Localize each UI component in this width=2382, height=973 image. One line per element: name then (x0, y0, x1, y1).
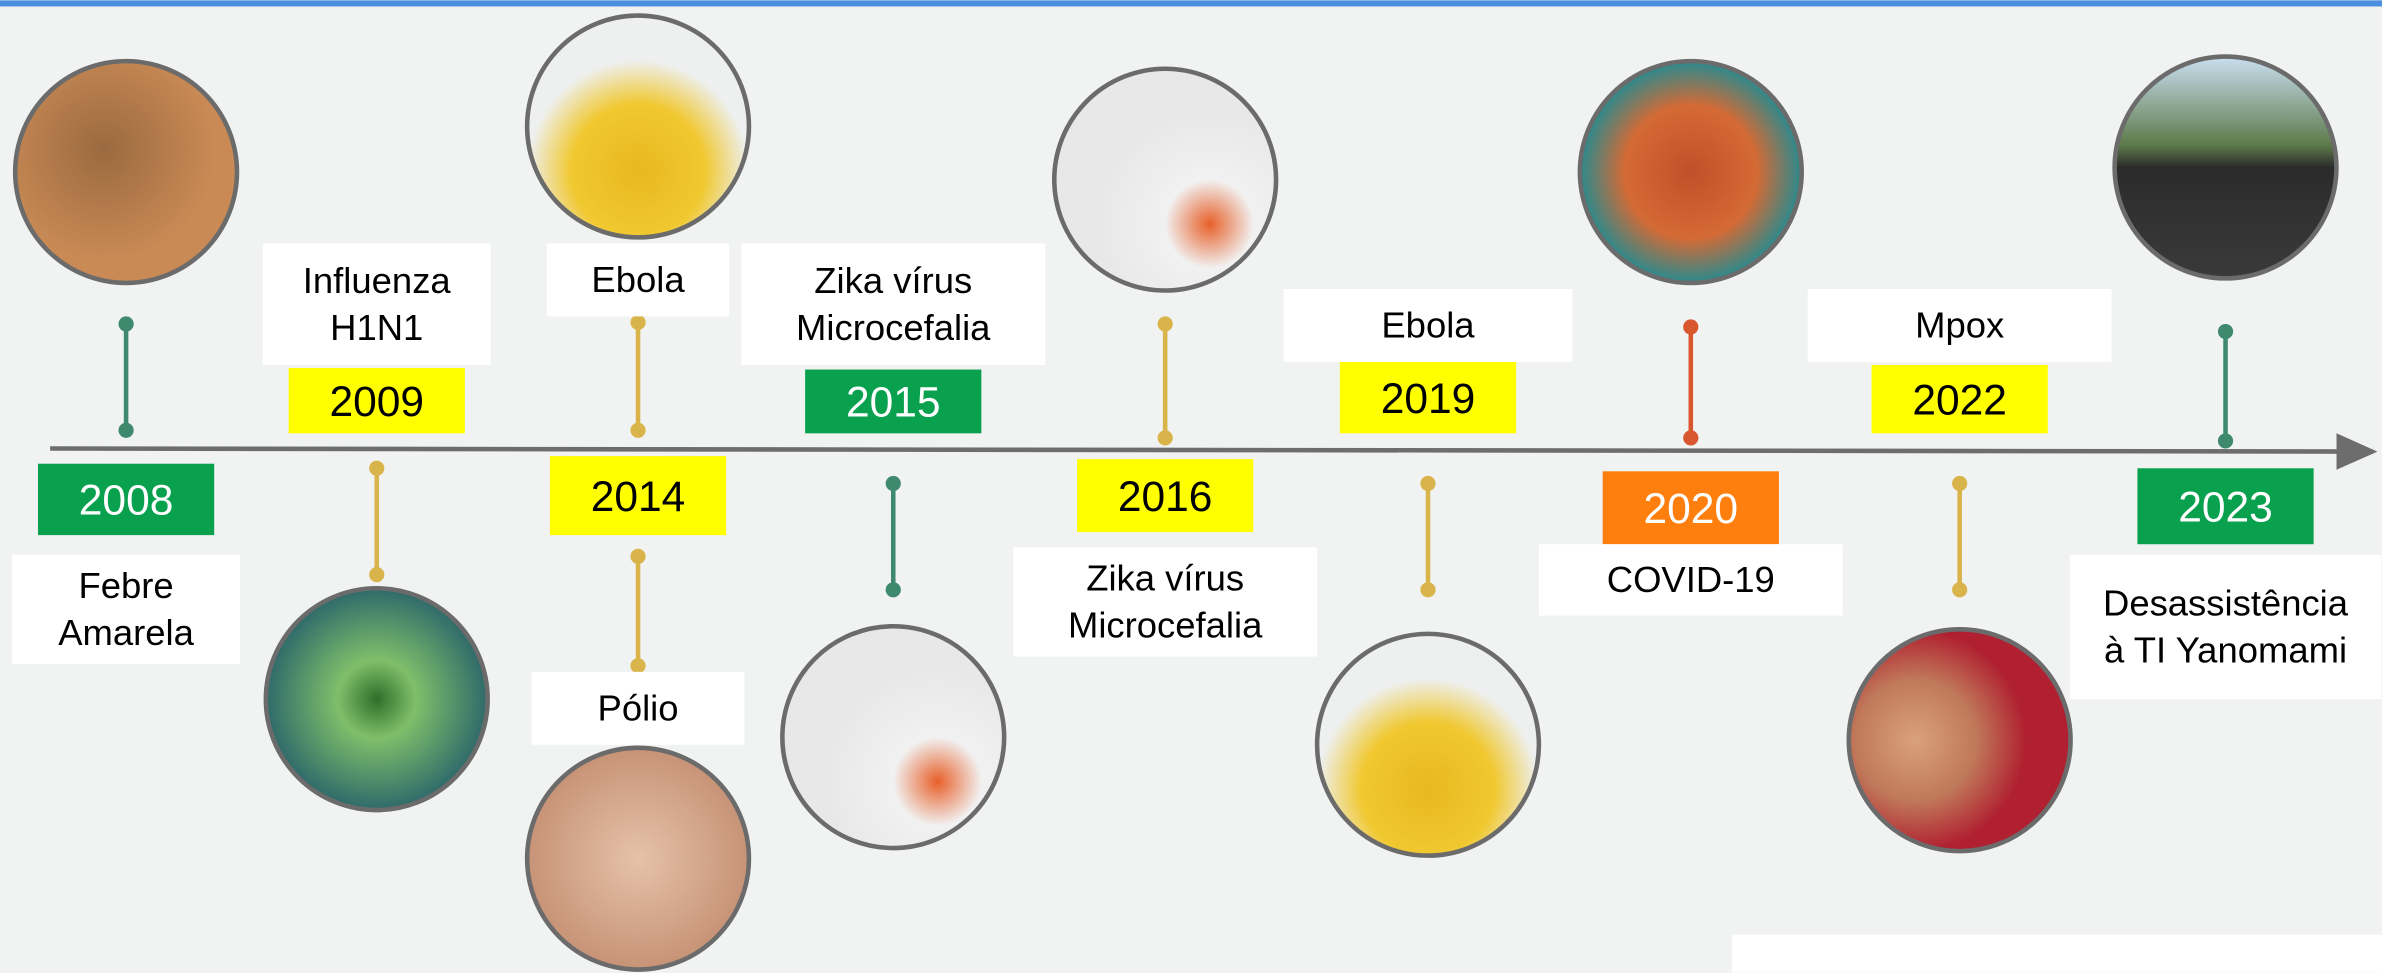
event-label: COVID-19 (1607, 559, 1775, 600)
event-label: Zika vírus (1086, 558, 1244, 599)
event-image (782, 626, 1004, 848)
event-label: Zika vírus (814, 260, 972, 301)
event-label: Ebola (591, 259, 685, 300)
blank-box (1732, 935, 2382, 973)
event-image (527, 16, 749, 238)
event-image (266, 588, 488, 810)
timeline-axis (50, 449, 2373, 452)
event-image (1317, 634, 1539, 856)
year-label: 2009 (329, 378, 424, 426)
connector-dot (1683, 319, 1698, 334)
connector-dot (886, 582, 901, 597)
connector-dot (630, 423, 645, 438)
label-box (2070, 555, 2381, 699)
event-label: Ebola (1381, 305, 1475, 346)
connector-dot (369, 567, 384, 582)
connector-dot (630, 658, 645, 673)
event-image (15, 61, 237, 283)
event-label: Desassistência (2103, 583, 2349, 624)
event-image (1849, 629, 2071, 851)
connector-dot (2218, 433, 2233, 448)
event-image (1580, 61, 1802, 283)
connector-dot (630, 315, 645, 330)
connector-dot (1420, 476, 1435, 491)
event-label: Microcefalia (796, 307, 991, 348)
event-label: Amarela (58, 612, 194, 653)
event-label: à TI Yanomami (2104, 630, 2347, 671)
year-label: 2015 (846, 379, 941, 427)
event-image (1054, 69, 1276, 291)
year-label: 2020 (1643, 485, 1738, 533)
event-label: Febre (78, 565, 173, 606)
connector-dot (886, 476, 901, 491)
connector-dot (118, 423, 133, 438)
connector-dot (369, 461, 384, 476)
events: 2008 Febre Amarela 2009 Influenza H1N1 2014 Ebo… (12, 16, 2381, 970)
connector-dot (1952, 476, 1967, 491)
top-bar (0, 0, 2382, 6)
event-image (527, 748, 749, 970)
connector-dot (118, 316, 133, 331)
connector-dot (1158, 430, 1173, 445)
event-label: Mpox (1915, 305, 2004, 346)
connector-dot (1158, 316, 1173, 331)
connector-dot (1683, 430, 1698, 445)
event-image (2115, 57, 2337, 279)
event-label: Microcefalia (1068, 605, 1263, 646)
timeline: 2008 Febre Amarela 2009 Influenza H1N1 2014 Ebo… (0, 0, 2382, 973)
event-label: Pólio (598, 687, 679, 728)
year-label: 2014 (591, 473, 686, 521)
year-label: 2008 (79, 477, 174, 525)
event-label: Influenza (303, 260, 452, 301)
year-label: 2016 (1118, 473, 1213, 521)
event-label: H1N1 (330, 307, 423, 348)
connector-dot (2218, 324, 2233, 339)
connector-dot (1420, 582, 1435, 597)
connector-dot (1952, 582, 1967, 597)
connector-dot (630, 549, 645, 564)
year-label: 2022 (1912, 376, 2007, 424)
year-label: 2019 (1381, 375, 1476, 423)
year-label: 2023 (2178, 483, 2273, 531)
